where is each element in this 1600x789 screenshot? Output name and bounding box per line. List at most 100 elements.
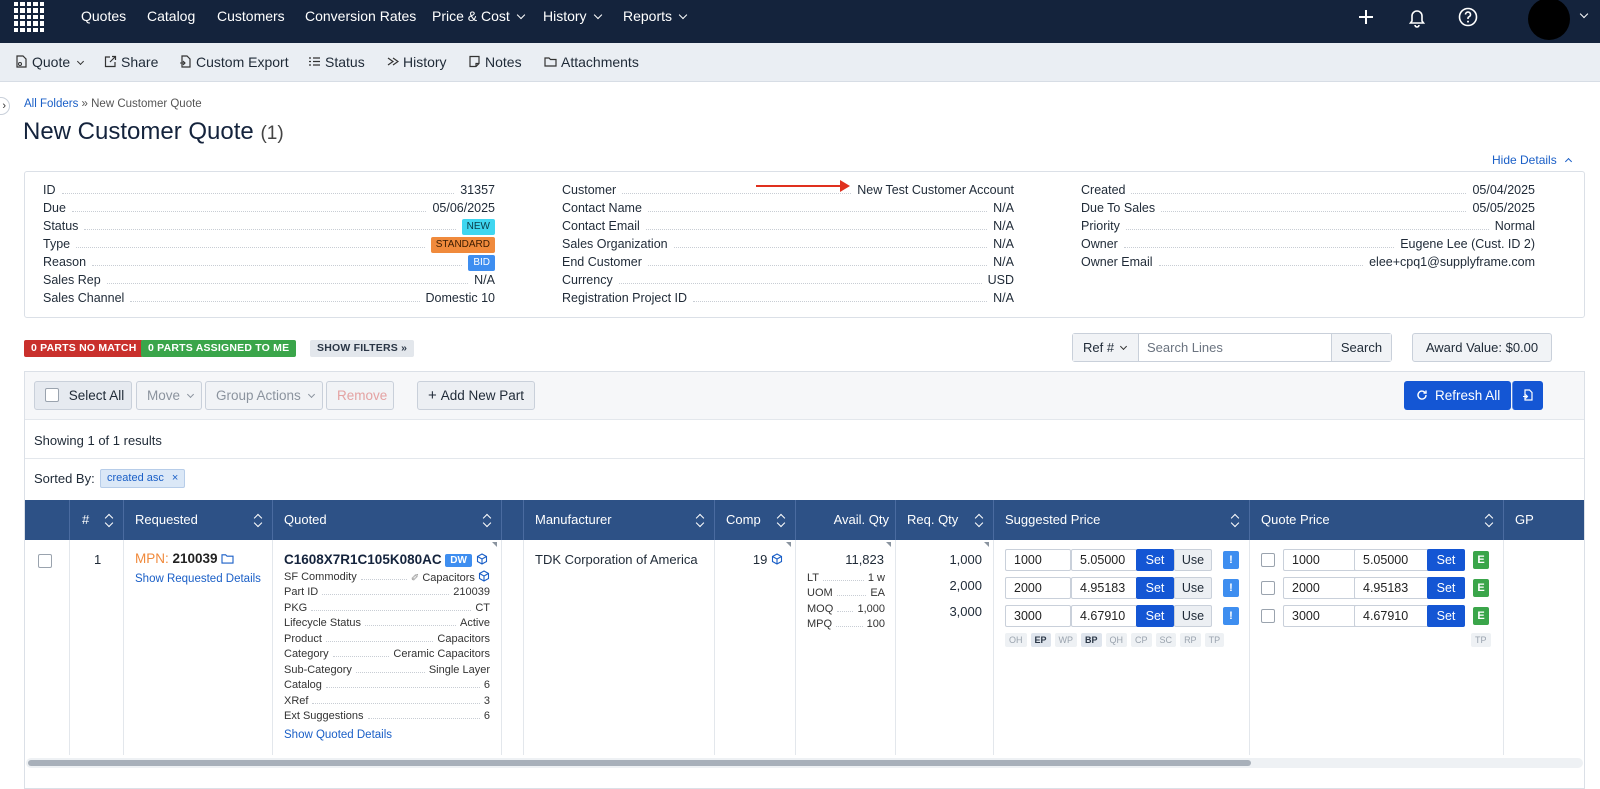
set-button[interactable]: Set — [1427, 577, 1465, 599]
header-gp[interactable]: GP — [1515, 512, 1534, 527]
breadcrumb-all-folders[interactable]: All Folders — [24, 98, 79, 110]
quote-price-input[interactable]: 5.05000 — [1354, 549, 1432, 571]
cube-icon[interactable] — [478, 570, 490, 582]
show-filters-button[interactable]: SHOW FILTERS » — [310, 340, 415, 357]
show-quoted-details-link[interactable]: Show Quoted Details — [284, 729, 393, 741]
quote-qty-input[interactable]: 2000 — [1283, 577, 1361, 599]
warning-icon[interactable]: ! — [1223, 551, 1239, 569]
nav-history[interactable]: History — [543, 8, 602, 24]
suggested-price-input[interactable]: 4.67910 — [1071, 605, 1137, 627]
nav-conversion-rates[interactable]: Conversion Rates — [305, 8, 417, 24]
source-tag[interactable]: RP — [1180, 633, 1201, 647]
ref-dropdown[interactable]: Ref # — [1073, 334, 1139, 361]
warning-icon[interactable]: ! — [1223, 579, 1239, 597]
header-req-qty[interactable]: Req. Qty — [896, 500, 994, 540]
avatar[interactable] — [1528, 0, 1570, 40]
nav-customers[interactable]: Customers — [217, 8, 285, 24]
group-actions-button[interactable]: Group Actions — [205, 381, 323, 410]
attachments-button[interactable]: Attachments — [544, 54, 639, 70]
set-button[interactable]: Set — [1136, 577, 1174, 599]
source-tag[interactable]: QH — [1105, 633, 1128, 647]
suggested-qty-input[interactable]: 2000 — [1005, 577, 1071, 599]
scrollbar-thumb[interactable] — [28, 760, 1251, 766]
parts-no-match-filter[interactable]: 0 PARTS NO MATCH — [24, 340, 144, 357]
bell-icon[interactable] — [1406, 6, 1428, 28]
move-button[interactable]: Move — [136, 381, 202, 410]
nav-catalog[interactable]: Catalog — [147, 8, 196, 24]
suggested-price-input[interactable]: 5.05000 — [1071, 549, 1137, 571]
source-tag[interactable]: TP — [1204, 633, 1225, 647]
use-button[interactable]: Use — [1174, 577, 1212, 599]
source-tag[interactable]: CP — [1131, 633, 1152, 647]
comp-count[interactable]: 19 — [753, 552, 783, 567]
search-button[interactable]: Search — [1331, 334, 1391, 361]
share-button[interactable]: Share — [104, 54, 158, 70]
set-button[interactable]: Set — [1136, 549, 1174, 571]
horizontal-scrollbar[interactable] — [26, 758, 1583, 768]
nav-reports[interactable]: Reports — [623, 8, 688, 24]
header-quote-price[interactable]: Quote Price — [1250, 500, 1504, 540]
quote-row-checkbox[interactable] — [1261, 581, 1275, 595]
nav-quotes[interactable]: Quotes — [81, 8, 127, 24]
quote-row-checkbox[interactable] — [1261, 553, 1275, 567]
chevron-down-icon[interactable] — [1579, 9, 1589, 19]
edit-e-button[interactable]: E — [1473, 607, 1489, 625]
header-number[interactable]: # — [70, 500, 124, 540]
nav-price-cost[interactable]: Price & Cost — [432, 8, 526, 24]
quote-row-checkbox[interactable] — [1261, 609, 1275, 623]
plus-icon[interactable] — [1355, 6, 1377, 28]
hide-details-link[interactable]: Hide Details — [1492, 153, 1573, 167]
select-all-checkbox[interactable] — [45, 388, 59, 402]
quote-menu-button[interactable]: Quote — [15, 54, 85, 70]
use-button[interactable]: Use — [1174, 549, 1212, 571]
tp-tag[interactable]: TP — [1471, 633, 1491, 647]
row-checkbox[interactable] — [38, 554, 52, 568]
suggested-qty-input[interactable]: 1000 — [1005, 549, 1071, 571]
custom-export-button[interactable]: Custom Export — [179, 54, 289, 70]
use-button[interactable]: Use — [1174, 605, 1212, 627]
quote-price-input[interactable]: 4.67910 — [1354, 605, 1432, 627]
app-grid-logo-icon[interactable] — [14, 2, 44, 32]
quote-qty-input[interactable]: 1000 — [1283, 549, 1361, 571]
source-tag[interactable]: EP — [1030, 633, 1051, 647]
source-tag[interactable]: OH — [1005, 633, 1027, 647]
source-tag[interactable]: BP — [1081, 633, 1102, 647]
remove-button[interactable]: Remove — [326, 381, 394, 410]
parts-assigned-filter[interactable]: 0 PARTS ASSIGNED TO ME — [141, 340, 297, 357]
header-suggested-price[interactable]: Suggested Price — [994, 500, 1250, 540]
edit-e-button[interactable]: E — [1473, 579, 1489, 597]
search-lines-input[interactable] — [1139, 334, 1331, 361]
help-icon[interactable] — [1457, 6, 1479, 28]
suggested-qty-input[interactable]: 3000 — [1005, 605, 1071, 627]
quoted-part-number[interactable]: C1608X7R1C105K080AC — [284, 552, 442, 567]
notes-button[interactable]: Notes — [468, 54, 522, 70]
edit-e-button[interactable]: E — [1473, 551, 1489, 569]
history-button[interactable]: History — [386, 54, 447, 70]
cube-icon[interactable] — [476, 553, 488, 565]
refresh-all-button[interactable]: Refresh All — [1404, 381, 1511, 410]
header-requested[interactable]: Requested — [124, 500, 273, 540]
status-button[interactable]: Status — [308, 54, 365, 70]
export-lines-button[interactable] — [1512, 381, 1543, 410]
warning-icon[interactable]: ! — [1223, 607, 1239, 625]
suggested-price-input[interactable]: 4.95183 — [1071, 577, 1137, 599]
header-avail-qty[interactable]: Avail. Qty — [796, 500, 896, 540]
source-tag[interactable]: WP — [1054, 633, 1078, 647]
close-icon[interactable]: × — [171, 472, 179, 484]
header-manufacturer[interactable]: Manufacturer — [524, 500, 715, 540]
show-requested-details-link[interactable]: Show Requested Details — [135, 573, 261, 585]
select-all-button[interactable]: Select All — [34, 381, 132, 410]
quote-qty-input[interactable]: 3000 — [1283, 605, 1361, 627]
set-button[interactable]: Set — [1427, 549, 1465, 571]
quote-price-input[interactable]: 4.95183 — [1354, 577, 1432, 599]
detail-value-wrap: Normal — [1488, 219, 1535, 233]
set-button[interactable]: Set — [1427, 605, 1465, 627]
source-tag[interactable]: SC — [1155, 633, 1177, 647]
sort-chip[interactable]: created asc × — [100, 469, 186, 488]
header-quoted[interactable]: Quoted — [273, 500, 502, 540]
header-comp[interactable]: Comp — [715, 500, 796, 540]
set-button[interactable]: Set — [1136, 605, 1174, 627]
folder-icon[interactable] — [221, 553, 234, 564]
add-new-part-button[interactable]: + Add New Part — [417, 381, 535, 410]
quoted-detail-value: 6 — [479, 679, 490, 692]
